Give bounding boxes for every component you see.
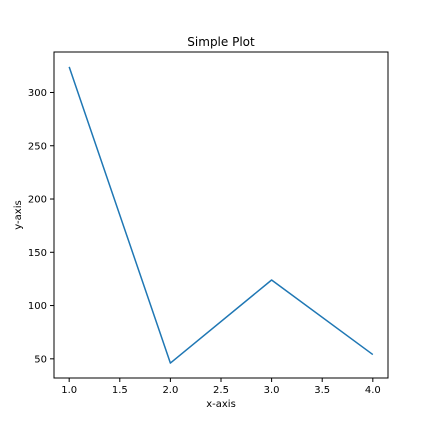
x-tick-label: 1.5 [112,385,128,396]
x-axis: 1.0 1.5 2.0 2.5 3.0 3.5 4.0 [61,378,381,396]
y-tick-label: 50 [34,354,47,365]
x-tick-label: 4.0 [365,385,381,396]
plot-area [68,66,374,364]
y-tick-label: 150 [28,248,47,259]
x-tick-label: 3.0 [264,385,280,396]
y-tick-label: 100 [28,301,47,312]
y-tick-label: 200 [28,195,47,206]
x-axis-label: x-axis [206,399,236,410]
x-tick-label: 3.5 [314,385,330,396]
y-tick-label: 300 [28,88,47,99]
chart-title: Simple Plot [187,35,255,49]
series-line [68,66,374,364]
x-tick-label: 2.5 [213,385,229,396]
y-axis-label: y-axis [13,200,24,229]
x-tick-label: 1.0 [61,385,77,396]
y-tick-label: 250 [28,141,47,152]
y-axis: 50 100 150 200 250 300 [28,88,54,365]
x-tick-label: 2.0 [162,385,178,396]
